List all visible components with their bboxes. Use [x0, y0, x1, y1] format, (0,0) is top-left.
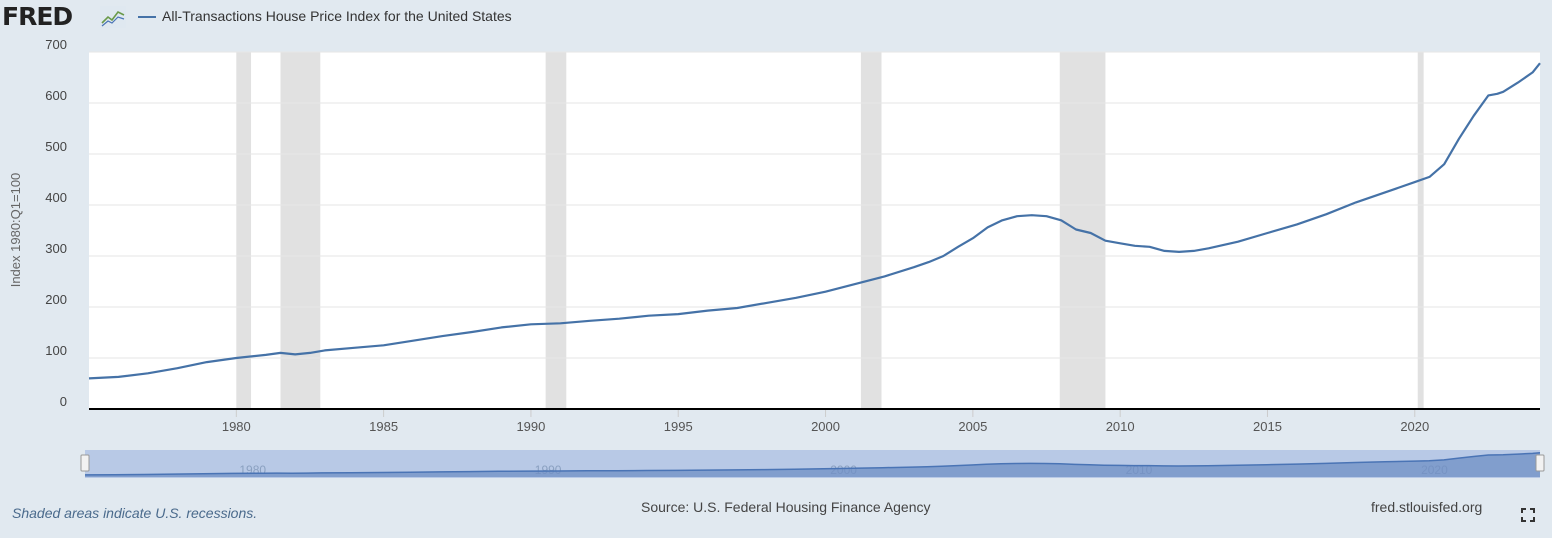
x-tick-label: 1985 — [369, 419, 398, 434]
x-tick-label: 1990 — [516, 419, 545, 434]
y-tick-label: 300 — [45, 241, 67, 256]
line-chart-icon — [100, 6, 126, 28]
x-tick-label: 1995 — [664, 419, 693, 434]
recession-band — [860, 52, 882, 409]
navigator-handle-left[interactable] — [80, 454, 90, 472]
x-tick-label: 2020 — [1400, 419, 1429, 434]
series-line — [88, 62, 1541, 380]
x-tick-label: 2000 — [811, 419, 840, 434]
navigator-line — [84, 452, 1541, 476]
y-axis-label: Index 1980:Q1=100 — [8, 173, 23, 288]
y-tick-label: 400 — [45, 190, 67, 205]
source-text: Source: U.S. Federal Housing Finance Age… — [641, 499, 931, 515]
y-tick-label: 0 — [60, 394, 67, 409]
fullscreen-icon[interactable] — [1520, 507, 1536, 523]
chart-header: FRED All-Transactions House Price Index … — [0, 0, 1552, 34]
x-tick-label: 2015 — [1253, 419, 1282, 434]
x-axis-ticks: 1980 1985 1990 1995 2000 2005 2010 2015 2020 — [222, 409, 1429, 434]
y-tick-label: 100 — [45, 343, 67, 358]
y-axis-ticks: 0 100 200 300 400 500 600 700 — [45, 37, 67, 409]
legend-label[interactable]: All-Transactions House Price Index for t… — [162, 8, 512, 24]
y-tick-label: 500 — [45, 139, 67, 154]
navigator-handle-right[interactable] — [1535, 454, 1545, 472]
navigator-area — [85, 452, 1540, 477]
y-tick-label: 700 — [45, 37, 67, 52]
fred-logo[interactable]: FRED — [2, 2, 73, 31]
recession-band — [1417, 52, 1424, 409]
y-tick-label: 600 — [45, 88, 67, 103]
recession-note: Shaded areas indicate U.S. recessions. — [12, 505, 258, 521]
gridlines — [89, 51, 1540, 359]
recession-band — [236, 52, 252, 409]
x-tick-label: 2005 — [958, 419, 987, 434]
recession-band — [545, 52, 567, 409]
x-tick-label: 2010 — [1106, 419, 1135, 434]
navigator[interactable]: 19801990200020102020 — [80, 450, 1545, 478]
x-tick-label: 1980 — [222, 419, 251, 434]
legend-swatch — [138, 16, 156, 18]
y-tick-label: 200 — [45, 292, 67, 307]
fred-url-link[interactable]: fred.stlouisfed.org — [1371, 499, 1483, 515]
recession-band — [280, 52, 321, 409]
